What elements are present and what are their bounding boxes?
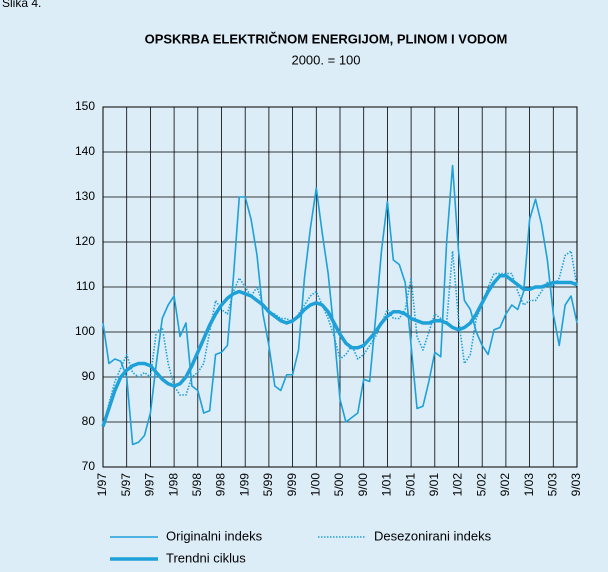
caption: Slika 4. (2, 0, 41, 10)
x-tick-label: 5/00 (332, 473, 346, 497)
x-tick-label: 9/02 (498, 473, 512, 497)
x-tick-label: 1/01 (380, 473, 394, 497)
y-tick-label: 90 (82, 369, 96, 383)
x-tick-label: 5/99 (261, 473, 275, 497)
y-tick-label: 110 (76, 279, 95, 293)
x-tick-label: 1/00 (308, 473, 322, 497)
series-line (101, 274, 578, 428)
y-tick-label: 80 (82, 414, 96, 428)
chart-subtitle: 2000. = 100 (291, 52, 360, 67)
series-line (102, 164, 578, 446)
y-tick-label: 130 (75, 189, 95, 203)
y-tick-label: 150 (75, 99, 95, 113)
x-tick-label: 9/01 (427, 473, 441, 497)
y-tick-label: 100 (75, 324, 95, 338)
x-tick-label: 1/97 (95, 473, 109, 497)
x-tick-label: 9/97 (143, 473, 157, 497)
x-tick-label: 5/01 (403, 473, 417, 497)
series-line (102, 250, 578, 427)
x-tick-label: 9/03 (569, 473, 583, 497)
x-tick-label: 1/03 (522, 473, 536, 497)
x-tick-label: 5/02 (474, 473, 488, 497)
legend-label: Desezonirani indeks (374, 528, 492, 543)
chart-title: OPSKRBA ELEKTRIČNOM ENERGIJOM, PLINOM I … (145, 31, 508, 46)
legend-label: Trendni ciklus (166, 550, 246, 565)
x-tick-label: 5/98 (190, 473, 204, 497)
x-tick-label: 1/02 (451, 473, 465, 497)
x-tick-label: 9/99 (285, 473, 299, 497)
x-tick-label: 9/00 (356, 473, 370, 497)
x-tick-label: 9/98 (214, 473, 228, 497)
plot-frame (102, 106, 578, 468)
x-tick-label: 5/97 (119, 473, 133, 497)
x-tick-label: 1/98 (166, 473, 180, 497)
legend-label: Originalni indeks (166, 528, 263, 543)
y-tick-label: 120 (75, 234, 95, 248)
x-tick-label: 1/99 (237, 473, 251, 497)
x-tick-label: 5/03 (545, 473, 559, 497)
y-tick-label: 140 (75, 144, 95, 158)
y-tick-label: 70 (82, 459, 96, 473)
